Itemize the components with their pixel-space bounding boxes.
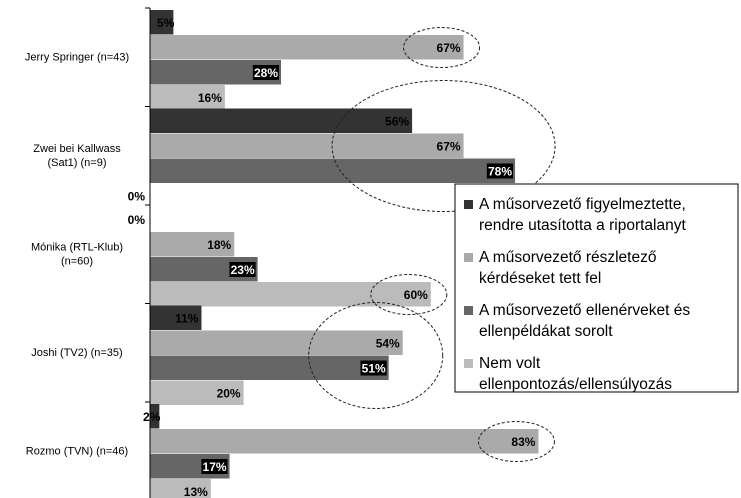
category-label: (n=60) (61, 255, 93, 267)
highlight-ellipse (477, 421, 555, 462)
value-label: 0% (128, 190, 146, 204)
category-label: (Sat1) (n=9) (48, 157, 107, 169)
value-label: 67% (437, 41, 461, 55)
legend (454, 183, 739, 393)
legend-label: rendre utasította a riportalanyt (479, 217, 686, 234)
value-label: 20% (217, 387, 241, 401)
legend-swatch (464, 359, 473, 368)
legend-label: ellenpéldákat sorolt (479, 323, 613, 340)
highlight-ellipse (331, 80, 556, 212)
category-label: Joshi (TV2) (n=35) (31, 347, 122, 359)
legend-swatch (464, 253, 473, 262)
legend-label: A műsorvezető figyelmeztette, (479, 196, 686, 213)
legend-label: kérdéseket tett fel (479, 270, 601, 287)
bar (150, 108, 413, 133)
category-label: Rozmo (TVN) (n=46) (26, 445, 128, 457)
value-label: 51% (362, 362, 386, 376)
bar (150, 380, 244, 405)
legend-label: Nem volt (479, 355, 541, 372)
value-label: 78% (488, 165, 512, 179)
value-label: 67% (437, 140, 461, 154)
value-label: 13% (184, 485, 208, 498)
bar (150, 355, 389, 380)
category-label: Zwei bei Kallwass (33, 143, 121, 155)
value-label: 11% (175, 312, 199, 326)
bar (150, 232, 235, 257)
bar (150, 330, 403, 355)
bar (150, 85, 225, 110)
value-label-box (486, 163, 514, 179)
value-label-box (201, 459, 228, 474)
bar (150, 158, 516, 183)
legend-label: ellenpontozás/ellensúlyozás (479, 376, 672, 393)
bar (150, 404, 160, 429)
bar (150, 305, 202, 330)
category-label: Jerry Springer (n=43) (25, 51, 129, 63)
bar (150, 429, 539, 454)
category-label: Mónika (RTL-Klub) (31, 241, 123, 253)
highlight-ellipse (308, 302, 444, 409)
value-label: 17% (203, 460, 227, 474)
value-label-box (360, 360, 387, 376)
value-label-box (229, 262, 256, 277)
value-label: 56% (385, 115, 409, 129)
legend-label: A műsorvezető ellenérveket és (479, 302, 690, 319)
value-label: 23% (231, 263, 255, 277)
value-label: 28% (254, 66, 278, 80)
highlight-ellipse (403, 27, 481, 68)
legend-swatch (464, 306, 473, 315)
bar (150, 35, 464, 60)
value-label: 54% (376, 337, 400, 351)
value-label: 0% (128, 213, 146, 227)
bar (150, 282, 431, 307)
legend-label: A műsorvezető részletező (479, 249, 656, 266)
value-label: 83% (511, 435, 535, 449)
value-label: 2% (143, 410, 161, 424)
value-label: 5% (157, 16, 175, 30)
bar (150, 479, 211, 498)
bar (150, 133, 464, 158)
bar (150, 10, 174, 35)
value-label: 18% (207, 238, 231, 252)
legend-swatch (464, 200, 473, 209)
value-label-box (252, 65, 280, 80)
value-label: 16% (198, 91, 222, 105)
value-label: 60% (404, 288, 428, 302)
highlight-ellipse (370, 274, 448, 315)
